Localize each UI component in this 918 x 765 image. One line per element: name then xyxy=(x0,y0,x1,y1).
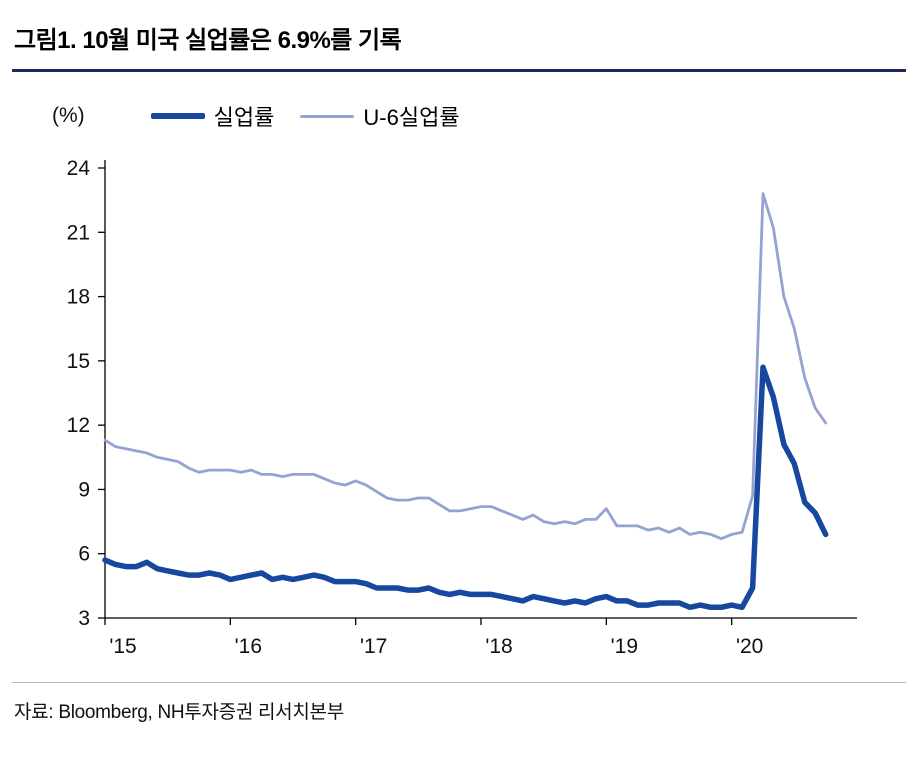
legend-label-u6: U-6실업률 xyxy=(363,105,460,130)
u6-unemployment-rate-line xyxy=(103,192,828,541)
legend-label-unemployment: 실업률 xyxy=(213,105,275,130)
y-tick-label: 6 xyxy=(78,543,90,566)
x-tick-label: '15 xyxy=(109,635,136,658)
chart-legend: 실업률 U-6실업률 xyxy=(150,100,460,132)
source-note: 자료: Bloomberg, NH투자증권 리서치본부 xyxy=(14,702,344,723)
x-tick-label: '16 xyxy=(235,635,262,658)
title-divider xyxy=(12,69,906,72)
x-tick-label: '20 xyxy=(736,635,763,658)
x-tick-label: '18 xyxy=(485,635,512,658)
y-tick-label: 12 xyxy=(67,414,90,437)
y-tick-label: 21 xyxy=(67,221,90,244)
line-chart: 3 6 9 12 15 18 21 24 '15 '16 '17 '18 '19 '20 xyxy=(67,157,857,658)
y-tick-label: 15 xyxy=(67,350,90,373)
y-tick-label: 3 xyxy=(78,607,90,630)
unemployment-line-swatch xyxy=(150,113,205,119)
y-axis-unit-label: (%) xyxy=(52,104,85,127)
unemployment-rate-line xyxy=(102,364,829,611)
y-tick-label: 24 xyxy=(67,157,91,180)
legend-item-unemployment: 실업률 xyxy=(150,100,275,132)
x-tick-label: '19 xyxy=(611,635,638,658)
y-tick-label: 9 xyxy=(78,478,90,501)
x-tick-label: '17 xyxy=(360,635,387,658)
legend-row: (%) 실업률 U-6실업률 xyxy=(12,100,906,132)
legend-item-u6: U-6실업률 xyxy=(300,100,460,132)
y-tick-label: 18 xyxy=(67,286,90,309)
u6-line-swatch xyxy=(300,114,355,118)
footer-divider xyxy=(12,682,906,683)
figure-title: 그림1. 10월 미국 실업률은 6.9%를 기록 xyxy=(14,27,402,54)
